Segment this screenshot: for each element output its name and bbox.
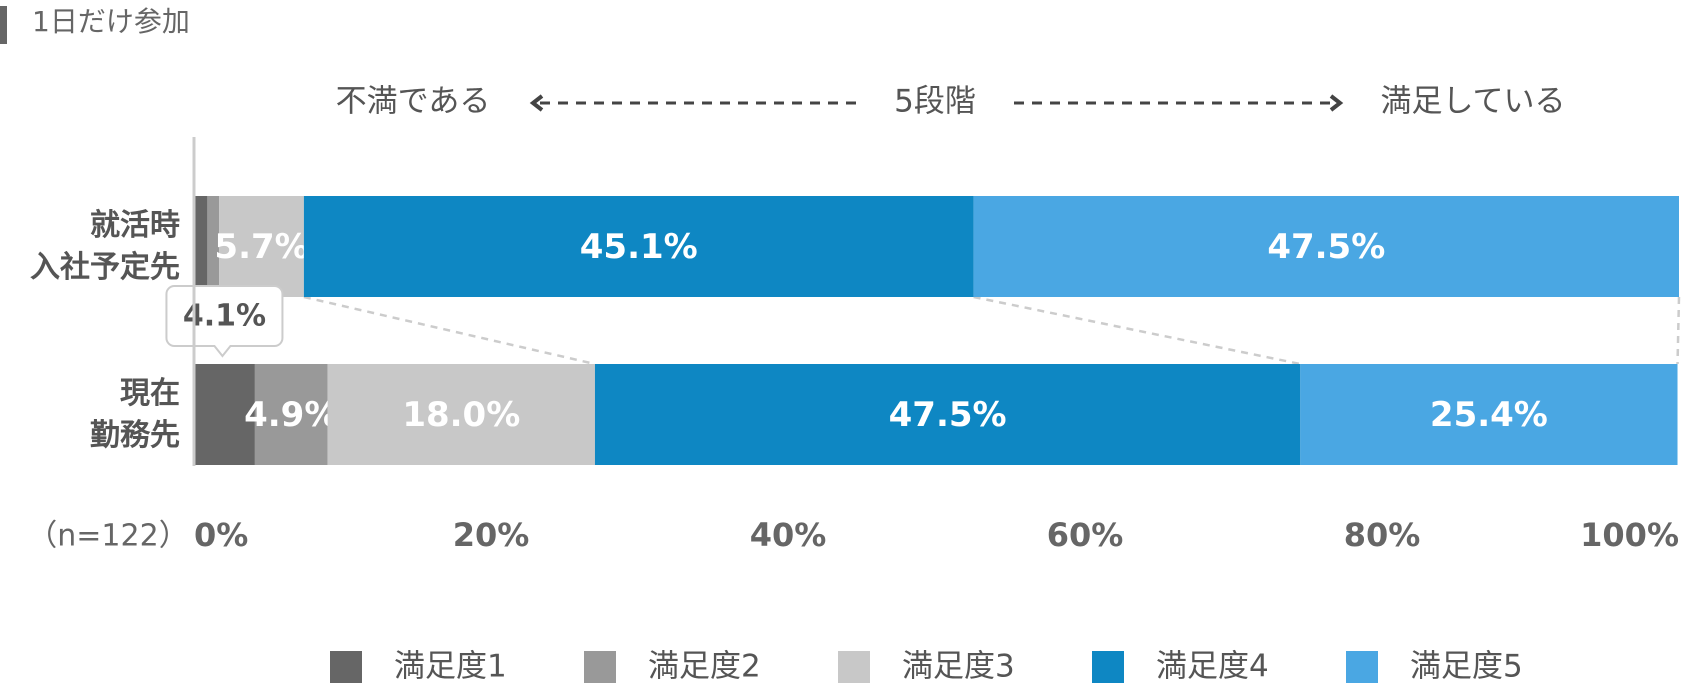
legend-label: 満足度5 <box>1410 649 1523 685</box>
scale-left-label: 不満である <box>336 84 491 120</box>
legend-swatch <box>584 651 616 683</box>
value-label: 45.1% <box>580 227 698 267</box>
legend-swatch <box>1092 651 1124 683</box>
chart-title: 1日だけ参加 <box>32 5 190 38</box>
connector <box>1676 296 1681 365</box>
bar-segment <box>1300 364 1678 465</box>
value-label: 25.4% <box>1430 395 1548 435</box>
bar-segment <box>194 364 255 465</box>
x-tick-label: 40% <box>750 516 827 554</box>
bar-segment <box>207 196 220 297</box>
bar-segment <box>327 364 595 465</box>
bar-segment <box>973 196 1679 297</box>
bar-segment <box>219 196 304 297</box>
legend-label: 満足度3 <box>902 649 1015 685</box>
value-label: 4.9% <box>244 395 338 435</box>
legend-swatch <box>330 651 362 683</box>
x-tick-label: 80% <box>1344 516 1421 554</box>
x-tick-label: 60% <box>1047 516 1124 554</box>
scale-right-label: 満足している <box>1380 84 1565 120</box>
scale-middle-label: 5段階 <box>894 84 976 120</box>
x-tick-label: 100% <box>1580 516 1679 554</box>
arrow-head <box>529 94 544 112</box>
value-label: 47.5% <box>1267 227 1385 267</box>
connector <box>973 295 1301 366</box>
connector <box>303 295 596 366</box>
value-label: 5.7% <box>214 227 308 267</box>
category-label: 就活時 入社予定先 <box>30 207 180 285</box>
value-label: 47.5% <box>889 395 1007 435</box>
legend-swatch <box>838 651 870 683</box>
category-label: 現在 勤務先 <box>90 375 180 453</box>
bar-segment <box>254 364 328 465</box>
bar-segment <box>303 196 974 297</box>
bar-segment <box>194 196 208 297</box>
legend-swatch <box>1346 651 1378 683</box>
callout: 4.1% <box>165 285 284 358</box>
arrow-head <box>1329 94 1344 112</box>
value-label: 18.0% <box>402 395 520 435</box>
legend-label: 満足度4 <box>1156 649 1269 685</box>
x-tick-label: 20% <box>453 516 530 554</box>
sample-size: （n=122） <box>27 519 188 554</box>
bar-segment <box>594 364 1301 465</box>
legend-label: 満足度2 <box>648 649 761 685</box>
legend-label: 満足度1 <box>394 649 507 685</box>
x-tick-label: 0% <box>194 516 248 554</box>
title-marker <box>0 6 7 44</box>
value-label: 4.1% <box>183 299 266 334</box>
